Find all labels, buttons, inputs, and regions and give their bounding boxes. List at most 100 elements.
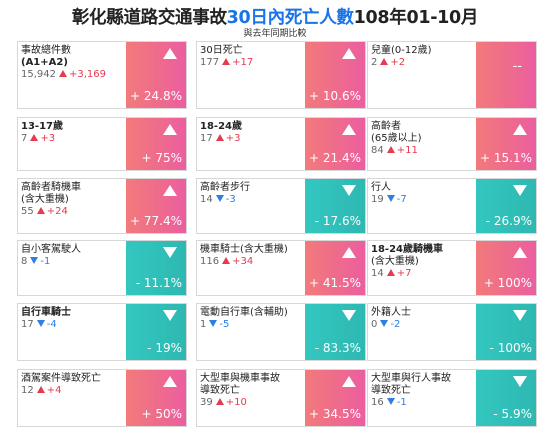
- triangle-up-icon: [342, 376, 356, 387]
- triangle-down-icon: [163, 247, 177, 258]
- decrease-arrow-icon: [380, 320, 389, 327]
- stat-percent-change: + 21.4%: [309, 151, 361, 165]
- stat-label: 自小客駕駛人: [21, 244, 81, 255]
- stat-value-row: 39 +10: [200, 397, 305, 409]
- stat-card-info: 30日死亡 177 +17: [197, 42, 305, 108]
- stat-label-line2: (A1+A2): [21, 57, 68, 68]
- stat-card: 高齡者騎機車 (含大重機) 55 +24 + 77.4%: [17, 178, 187, 234]
- decrease-arrow-icon: [386, 195, 395, 202]
- stat-value: 1: [200, 319, 207, 330]
- triangle-up-icon: [513, 124, 527, 135]
- decrease-arrow-icon: [209, 320, 218, 327]
- stat-change-panel: - 19%: [126, 304, 186, 360]
- stat-card-info: 外籍人士 0 -2: [368, 304, 476, 360]
- stat-label: 13-17歲: [21, 121, 63, 132]
- stat-value-row: 16 -1: [371, 397, 476, 409]
- stat-card-info: 高齡者 (65歲以上) 84 +11: [368, 118, 476, 170]
- stat-change-panel: + 75%: [126, 118, 186, 170]
- stat-value: 0: [371, 319, 378, 330]
- stat-percent-change: - 26.9%: [485, 214, 532, 228]
- stat-value-row: 7 +3: [21, 133, 126, 145]
- stat-label: 高齡者: [371, 121, 401, 132]
- increase-arrow-icon: [222, 58, 231, 65]
- triangle-up-icon: [163, 376, 177, 387]
- stat-value: 15,942: [21, 69, 56, 80]
- page-title: 彰化縣道路交通事故30日內死亡人數108年01-10月: [0, 4, 550, 29]
- stat-card: 事故總件數 (A1+A2) 15,942 +3,169 + 24.8%: [17, 41, 187, 109]
- increase-arrow-icon: [380, 58, 389, 65]
- stat-change-panel: + 34.5%: [305, 370, 365, 426]
- stat-card: 酒駕案件導致死亡 12 +4 + 50%: [17, 369, 187, 427]
- stat-percent-change: + 75%: [141, 151, 182, 165]
- stat-card-info: 自行車騎士 17 -4: [18, 304, 126, 360]
- stat-percent-change: - 17.6%: [314, 214, 361, 228]
- triangle-down-icon: [513, 376, 527, 387]
- stat-value-row: 1 -5: [200, 319, 305, 331]
- stat-value-row: 177 +17: [200, 57, 305, 69]
- stat-card: 自小客駕駛人 8 -1 - 11.1%: [17, 240, 187, 296]
- stat-percent-change: + 10.6%: [309, 89, 361, 103]
- stat-delta: +17: [232, 57, 254, 68]
- decrease-arrow-icon: [215, 195, 224, 202]
- stat-value-row: 8 -1: [21, 256, 126, 268]
- stat-delta: +4: [46, 385, 62, 396]
- stat-delta: +3: [40, 133, 56, 144]
- stat-label-line2: (含大重機): [21, 194, 69, 205]
- stat-label: 18-24歲騎機車: [371, 244, 443, 255]
- stat-delta: +10: [225, 397, 247, 408]
- stat-change-panel: + 21.4%: [305, 118, 365, 170]
- increase-arrow-icon: [386, 146, 395, 153]
- stat-value-row: 19 -7: [371, 194, 476, 206]
- triangle-down-icon: [513, 185, 527, 196]
- stat-card-info: 高齡者騎機車 (含大重機) 55 +24: [18, 179, 126, 233]
- increase-arrow-icon: [215, 398, 224, 405]
- increase-arrow-icon: [36, 207, 45, 214]
- stat-percent-change: + 100%: [483, 276, 532, 290]
- stat-value: 17: [21, 319, 34, 330]
- stat-percent-change: - 83.3%: [314, 341, 361, 355]
- stat-value-row: 84 +11: [371, 145, 476, 157]
- stat-percent-change: --: [512, 59, 522, 74]
- stat-value-row: 55 +24: [21, 206, 126, 218]
- stat-card-info: 電動自行車(含輔助) 1 -5: [197, 304, 305, 360]
- stat-card-info: 13-17歲 7 +3: [18, 118, 126, 170]
- stat-card-info: 行人 19 -7: [368, 179, 476, 233]
- stat-label: 大型車與機車事故: [200, 373, 280, 384]
- triangle-up-icon: [163, 48, 177, 59]
- increase-arrow-icon: [30, 134, 39, 141]
- stat-delta: -5: [219, 319, 230, 330]
- stat-change-panel: + 24.8%: [126, 42, 186, 108]
- stat-value: 14: [200, 194, 213, 205]
- stat-percent-change: + 34.5%: [309, 407, 361, 421]
- increase-arrow-icon: [59, 70, 67, 77]
- stat-card: 18-24歲騎機車 (含大重機) 14 +7 + 100%: [367, 240, 537, 296]
- stat-delta: -1: [40, 256, 51, 267]
- stat-card-info: 自小客駕駛人 8 -1: [18, 241, 126, 295]
- stat-value: 19: [371, 194, 384, 205]
- triangle-up-icon: [342, 124, 356, 135]
- stat-value-row: 14 +7: [371, 268, 476, 280]
- stat-value: 7: [21, 133, 28, 144]
- stat-change-panel: + 41.5%: [305, 241, 365, 295]
- stat-label-line2: (含大重機): [371, 256, 419, 267]
- triangle-up-icon: [342, 48, 356, 59]
- stat-percent-change: - 11.1%: [135, 276, 182, 290]
- stat-card-info: 高齡者步行 14 -3: [197, 179, 305, 233]
- stat-card-info: 兒童(0-12歲) 2 +2: [368, 42, 476, 108]
- stat-change-panel: + 50%: [126, 370, 186, 426]
- stat-card-info: 事故總件數 (A1+A2) 15,942 +3,169: [18, 42, 126, 108]
- stat-card: 大型車與行人事故 導致死亡 16 -1 - 5.9%: [367, 369, 537, 427]
- stat-value: 17: [200, 133, 213, 144]
- stat-change-panel: - 5.9%: [476, 370, 536, 426]
- stat-change-panel: + 100%: [476, 241, 536, 295]
- stat-label: 自行車騎士: [21, 307, 71, 318]
- stat-label-line2: 導致死亡: [371, 385, 411, 396]
- stat-delta: +24: [46, 206, 68, 217]
- stat-delta: +2: [390, 57, 406, 68]
- increase-arrow-icon: [36, 386, 45, 393]
- stat-card: 機車騎士(含大重機) 116 +34 + 41.5%: [196, 240, 366, 296]
- stat-label: 兒童(0-12歲): [371, 45, 432, 56]
- stat-card-info: 機車騎士(含大重機) 116 +34: [197, 241, 305, 295]
- stat-delta: +11: [396, 145, 418, 156]
- stat-card-info: 酒駕案件導致死亡 12 +4: [18, 370, 126, 426]
